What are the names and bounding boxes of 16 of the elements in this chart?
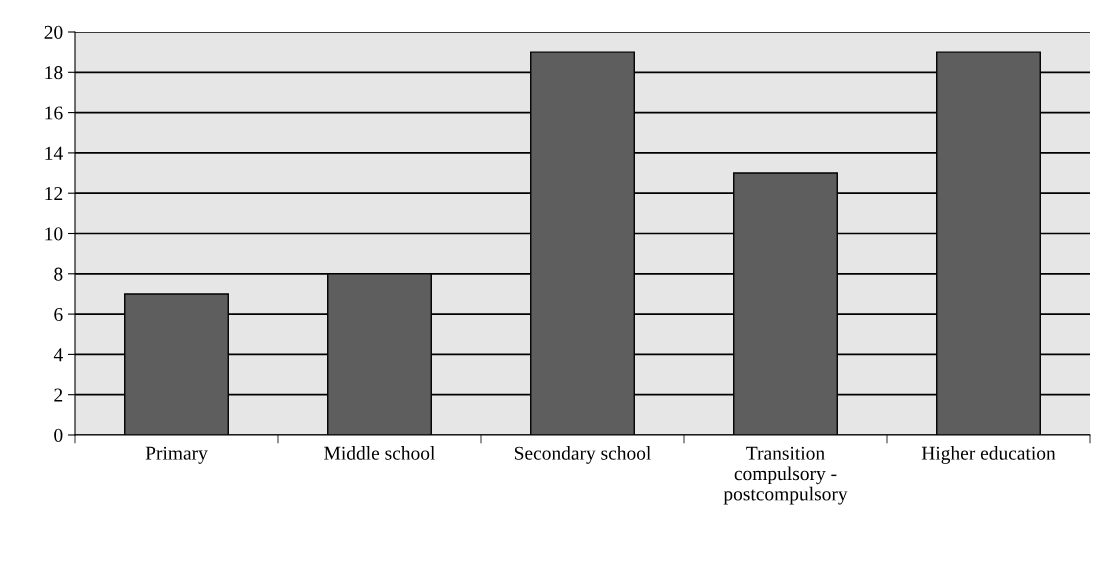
y-tick-label: 16 bbox=[45, 106, 63, 120]
x-tick-label: Middle school bbox=[324, 446, 436, 460]
y-tick-label: 6 bbox=[54, 307, 63, 322]
y-tick-label: 14 bbox=[45, 146, 63, 160]
y-tick-label: 12 bbox=[45, 187, 63, 200]
y-tick-label: 20 bbox=[44, 25, 63, 39]
x-tick-label: Secondary school bbox=[514, 446, 651, 464]
y-tick-label: 18 bbox=[45, 66, 63, 80]
y-tick-label: 8 bbox=[54, 267, 63, 281]
y-tick-label: 0 bbox=[54, 428, 63, 442]
x-tick-label: Transition compulsory - postcompulsory bbox=[723, 446, 848, 505]
x-tick-label: Higher education bbox=[921, 446, 1056, 464]
y-tick-label: 4 bbox=[53, 348, 63, 362]
y-tick-label: 10 bbox=[45, 227, 63, 241]
y-tick-label: 2 bbox=[54, 388, 63, 402]
x-tick-label: Primary bbox=[145, 446, 208, 464]
